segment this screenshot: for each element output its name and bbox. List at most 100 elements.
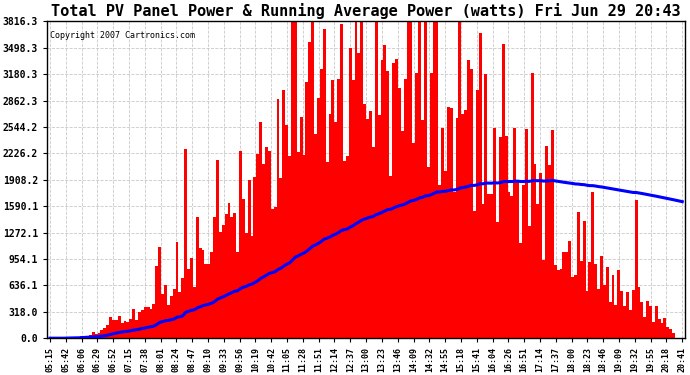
Bar bbox=[115, 321, 118, 338]
Bar bbox=[219, 232, 221, 338]
Bar bbox=[660, 323, 664, 338]
Bar bbox=[597, 290, 600, 338]
Bar bbox=[369, 111, 372, 338]
Bar bbox=[415, 73, 418, 338]
Bar bbox=[618, 270, 620, 338]
Bar bbox=[377, 116, 381, 338]
Bar bbox=[86, 336, 89, 338]
Bar bbox=[438, 185, 441, 338]
Bar bbox=[484, 74, 487, 338]
Bar bbox=[551, 130, 554, 338]
Bar bbox=[129, 320, 132, 338]
Bar bbox=[216, 160, 219, 338]
Bar bbox=[444, 171, 447, 338]
Bar bbox=[253, 177, 257, 338]
Bar bbox=[418, 21, 421, 338]
Bar bbox=[560, 268, 562, 338]
Bar bbox=[586, 291, 589, 338]
Bar bbox=[167, 305, 170, 338]
Bar bbox=[441, 128, 444, 338]
Bar bbox=[250, 236, 253, 338]
Bar bbox=[511, 195, 513, 338]
Bar bbox=[77, 337, 80, 338]
Bar bbox=[479, 33, 482, 338]
Bar bbox=[568, 241, 571, 338]
Bar bbox=[545, 146, 548, 338]
Bar bbox=[620, 291, 623, 338]
Bar bbox=[187, 269, 190, 338]
Bar bbox=[297, 152, 299, 338]
Bar bbox=[172, 289, 175, 338]
Bar bbox=[389, 176, 392, 338]
Bar bbox=[603, 285, 606, 338]
Bar bbox=[274, 207, 277, 338]
Bar bbox=[433, 21, 435, 338]
Bar bbox=[314, 135, 317, 338]
Bar bbox=[121, 322, 124, 338]
Bar bbox=[540, 172, 542, 338]
Bar bbox=[106, 325, 109, 338]
Bar bbox=[635, 200, 638, 338]
Bar bbox=[424, 21, 426, 338]
Bar bbox=[236, 252, 239, 338]
Bar bbox=[629, 310, 632, 338]
Bar bbox=[609, 302, 611, 338]
Bar bbox=[664, 318, 667, 338]
Bar bbox=[161, 294, 164, 338]
Bar bbox=[204, 264, 207, 338]
Bar bbox=[528, 226, 531, 338]
Bar bbox=[268, 151, 270, 338]
Bar bbox=[435, 21, 438, 338]
Bar bbox=[574, 275, 577, 338]
Bar bbox=[294, 21, 297, 338]
Bar bbox=[643, 317, 646, 338]
Bar bbox=[649, 306, 652, 338]
Bar bbox=[482, 204, 484, 338]
Bar bbox=[343, 161, 346, 338]
Bar bbox=[239, 150, 242, 338]
Bar bbox=[207, 264, 210, 338]
Bar bbox=[89, 335, 92, 338]
Bar bbox=[646, 301, 649, 338]
Bar bbox=[155, 266, 158, 338]
Bar bbox=[669, 329, 672, 338]
Bar bbox=[672, 333, 675, 338]
Bar bbox=[245, 233, 248, 338]
Bar bbox=[450, 108, 453, 338]
Bar bbox=[170, 296, 172, 338]
Bar bbox=[589, 262, 591, 338]
Bar bbox=[83, 336, 86, 338]
Bar bbox=[591, 192, 594, 338]
Bar bbox=[381, 60, 384, 338]
Bar bbox=[533, 164, 536, 338]
Text: Copyright 2007 Cartronics.com: Copyright 2007 Cartronics.com bbox=[50, 31, 195, 40]
Bar bbox=[580, 261, 582, 338]
Bar bbox=[548, 165, 551, 338]
Bar bbox=[135, 320, 138, 338]
Bar bbox=[493, 128, 496, 338]
Bar bbox=[626, 292, 629, 338]
Bar bbox=[104, 328, 106, 338]
Bar bbox=[323, 29, 326, 338]
Bar bbox=[331, 80, 335, 338]
Bar bbox=[175, 242, 179, 338]
Bar bbox=[265, 147, 268, 338]
Bar bbox=[522, 185, 525, 338]
Bar bbox=[655, 306, 658, 338]
Bar bbox=[126, 322, 129, 338]
Bar bbox=[152, 303, 155, 338]
Bar bbox=[406, 21, 409, 338]
Bar bbox=[360, 21, 363, 338]
Bar bbox=[109, 317, 112, 338]
Bar bbox=[210, 252, 213, 338]
Bar bbox=[306, 82, 308, 338]
Bar bbox=[455, 118, 458, 338]
Bar bbox=[398, 88, 401, 338]
Bar bbox=[230, 217, 233, 338]
Bar bbox=[357, 53, 360, 338]
Bar bbox=[352, 80, 355, 338]
Bar bbox=[508, 192, 511, 338]
Bar bbox=[201, 251, 204, 338]
Bar bbox=[262, 164, 265, 338]
Bar bbox=[652, 322, 655, 338]
